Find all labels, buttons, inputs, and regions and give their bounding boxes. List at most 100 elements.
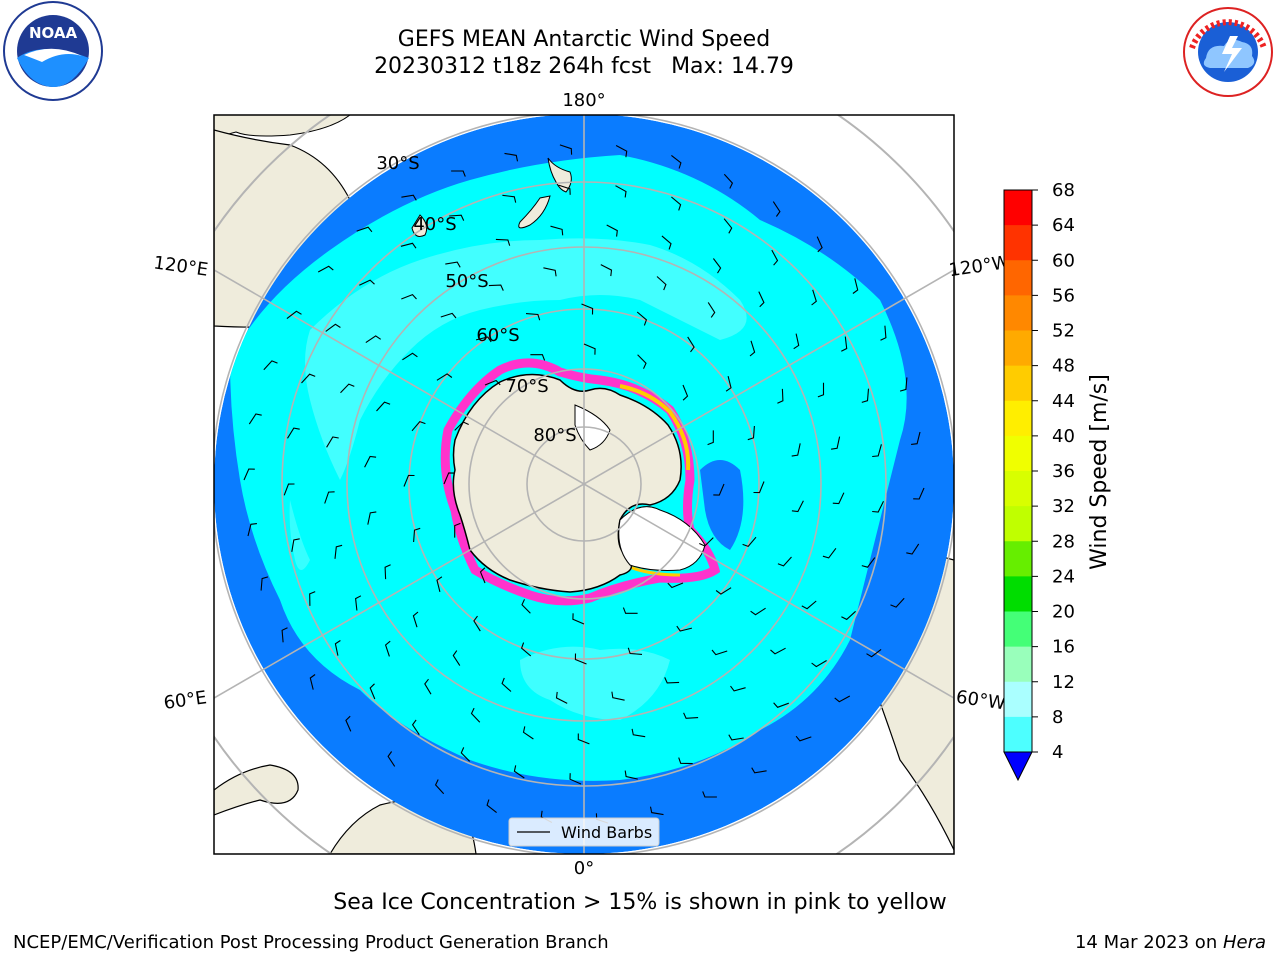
wind-barb — [443, 472, 455, 485]
wind-barb — [880, 325, 887, 341]
wind-barb — [460, 747, 471, 762]
wind-barb — [671, 196, 682, 211]
wind-barb — [440, 312, 457, 319]
wind-barb — [715, 587, 732, 595]
wind-barb — [631, 728, 646, 738]
wind-barb — [326, 436, 339, 448]
wind-barb — [387, 751, 396, 767]
wind-barb — [661, 235, 672, 250]
wind-barb — [324, 491, 335, 504]
wind-barb — [384, 564, 391, 580]
wind-barb — [713, 483, 725, 496]
wind-barb — [678, 757, 693, 765]
wind-barb — [841, 610, 856, 621]
wind-barb — [317, 265, 334, 273]
wind-barb — [816, 236, 823, 253]
wind-barb — [486, 799, 497, 814]
lon-label-60e: 60°E — [162, 687, 208, 714]
wind-barb — [513, 765, 525, 779]
colorbar-tick-label: 52 — [1052, 321, 1075, 342]
colorbar-tick-label: 24 — [1052, 566, 1075, 587]
wind-barb — [572, 613, 585, 625]
footer-host: Hera — [1222, 932, 1266, 953]
wind-barb — [400, 242, 417, 249]
wind-barb — [281, 627, 288, 643]
colorbar-label: Wind Speed [m/s] — [1087, 374, 1112, 570]
run-info: 20230312 t18z 264h fcst — [374, 54, 652, 79]
colorbar-tick-label: 40 — [1052, 426, 1075, 447]
wind-barb — [413, 527, 421, 543]
wind-barb — [286, 310, 302, 320]
legend-label: Wind Barbs — [561, 823, 652, 842]
chart-subtitle: 20230312 t18z 264h fcst Max: 14.79 — [284, 54, 884, 79]
wind-barb — [340, 383, 355, 394]
wind-barb — [723, 218, 733, 234]
wind-barb — [622, 607, 638, 614]
lat-label-80s: 80°S — [533, 425, 576, 446]
colorbar-bin — [1004, 541, 1032, 577]
wind-barb — [861, 557, 876, 568]
wind-barb — [359, 279, 375, 286]
lat-label-30s: 30°S — [376, 153, 419, 174]
wind-barb — [550, 225, 564, 236]
wind-barb — [771, 249, 779, 266]
wind-barb — [683, 712, 699, 719]
wind-barb — [751, 767, 767, 774]
colorbar-extend-arrow — [1003, 751, 1033, 782]
wind-barb — [411, 420, 426, 432]
noaa-logo: NOAA — [3, 1, 103, 101]
colorbar-bin — [1004, 190, 1032, 226]
colorbar-tick-label: 68 — [1052, 180, 1075, 201]
wind-barb — [627, 647, 643, 655]
wind-barb — [791, 443, 801, 457]
wind-barb — [777, 388, 784, 404]
wind-barb — [530, 354, 546, 361]
wind-barb — [890, 597, 905, 608]
colorbar-tick-label: 64 — [1052, 215, 1075, 236]
wind-barb — [369, 683, 376, 700]
wind-barb — [872, 444, 882, 458]
footer-date-text: 14 Mar 2023 on — [1074, 932, 1223, 953]
wind-barb — [376, 401, 391, 412]
wind-barb — [712, 258, 722, 274]
wind-barb — [664, 677, 680, 684]
colorbar-bin — [1004, 295, 1032, 331]
wind-barb — [707, 430, 714, 446]
wind-barb — [559, 144, 573, 155]
lat-label-50s: 50°S — [445, 271, 488, 292]
wind-barb — [451, 170, 466, 177]
wind-barb — [791, 500, 804, 513]
colorbar-bin — [1004, 260, 1032, 296]
wind-barb — [772, 201, 781, 217]
wind-barb — [454, 421, 469, 431]
wind-barb — [401, 194, 417, 201]
lat-label-70s: 70°S — [505, 376, 548, 397]
wind-barb — [831, 436, 841, 450]
colorbar-tick-label: 16 — [1052, 637, 1075, 658]
wind-barb — [334, 640, 341, 656]
wind-barb — [577, 733, 590, 745]
wind-barb — [411, 719, 420, 736]
colorbar-bin — [1004, 330, 1032, 367]
wind-barb — [656, 276, 667, 291]
new-zealand — [411, 157, 572, 237]
wind-barb — [283, 483, 295, 496]
wind-barb — [479, 567, 486, 584]
colorbar-tick-label: 44 — [1052, 391, 1075, 412]
wind-barb — [452, 650, 461, 666]
wind-barb — [454, 522, 461, 538]
wind-barb — [263, 360, 278, 371]
wind-barb — [676, 625, 693, 632]
wind-barb — [583, 343, 596, 355]
wind-barb — [247, 523, 257, 537]
colorbar-tick-label: 60 — [1052, 250, 1075, 271]
wind-barb — [730, 685, 746, 692]
wind-barb — [624, 770, 638, 780]
wind-barb — [606, 224, 618, 237]
nws-logo — [1183, 7, 1273, 97]
wind-barb — [913, 487, 925, 500]
wind-barb — [574, 653, 587, 665]
wind-barb — [402, 352, 418, 361]
wind-barb — [811, 289, 817, 306]
colorbar-tick-label: 8 — [1052, 707, 1063, 728]
